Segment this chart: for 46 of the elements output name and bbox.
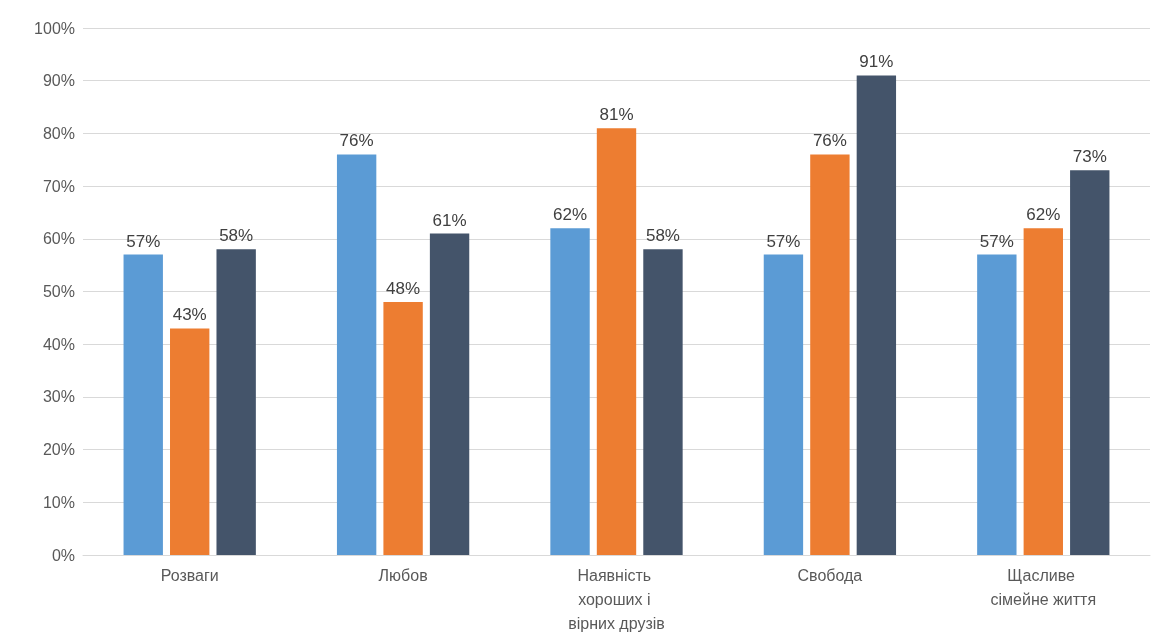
y-tick-label: 40% (42, 335, 75, 353)
y-tick-label: 30% (42, 388, 75, 406)
data-label: 73% (1072, 147, 1107, 167)
bar (977, 254, 1017, 555)
y-tick-label: 60% (42, 230, 75, 248)
data-label: 91% (859, 52, 894, 72)
y-tick-label: 50% (42, 283, 75, 300)
bar (429, 233, 470, 555)
x-tick-label: Щасливе сімейне життя (990, 566, 1097, 608)
bar (383, 302, 423, 555)
x-tick-label: Свобода (797, 566, 863, 584)
data-label: 48% (386, 279, 421, 299)
data-label: 43% (172, 305, 207, 325)
data-label: 58% (645, 226, 680, 246)
bar (170, 328, 210, 555)
bar (216, 249, 256, 555)
y-tick-label: 10% (42, 493, 75, 511)
data-label: 57% (126, 231, 161, 251)
data-label: 76% (339, 131, 374, 151)
data-label: 81% (599, 105, 634, 125)
bar (810, 154, 850, 555)
bar (550, 228, 590, 555)
y-tick-label: 70% (42, 177, 75, 195)
bar (1023, 228, 1063, 555)
bar (123, 254, 163, 555)
x-tick-label: Розваги (160, 566, 219, 584)
bar (1070, 170, 1110, 555)
bar (643, 249, 683, 555)
y-tick-label: 0% (51, 546, 75, 564)
y-tick-label: 80% (42, 124, 75, 142)
data-label: 76% (812, 131, 847, 151)
y-tick-label: 90% (42, 72, 75, 90)
data-label: 58% (219, 226, 254, 246)
bar (596, 128, 637, 555)
x-tick-label: Наявність хороших і вірних друзів (568, 566, 665, 632)
bar (856, 75, 897, 555)
data-label: 61% (432, 210, 467, 230)
y-tick-label: 100% (34, 19, 75, 37)
data-label: 62% (1026, 205, 1061, 225)
x-tick-label: Любов (378, 566, 428, 584)
bar (336, 154, 377, 555)
data-label: 57% (766, 231, 801, 251)
bar (763, 254, 804, 555)
data-label: 62% (553, 205, 588, 225)
data-label: 57% (979, 231, 1014, 251)
y-tick-label: 20% (42, 441, 75, 459)
